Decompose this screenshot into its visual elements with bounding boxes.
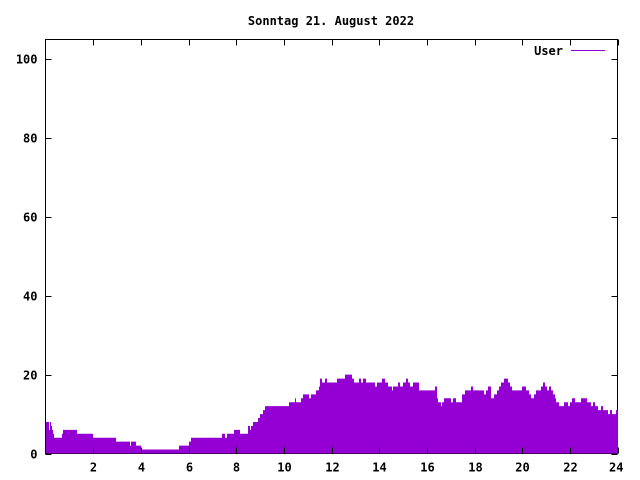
y-tick-label: 60	[23, 211, 37, 225]
x-tick-label: 22	[563, 461, 577, 475]
x-tick-label: 2	[90, 461, 97, 475]
x-tick-label: 14	[372, 461, 386, 475]
y-tick-label: 20	[23, 369, 37, 383]
x-tick-label: 8	[233, 461, 240, 475]
x-tick-label: 6	[186, 461, 193, 475]
y-tick-label: 40	[23, 290, 37, 304]
legend-label: User	[534, 44, 563, 58]
chart-title: Sonntag 21. August 2022	[248, 14, 414, 28]
y-axis: 0 20 40 60 80 100	[16, 53, 618, 462]
y-tick-label: 80	[23, 132, 37, 146]
x-axis: 2 4 6 8 10 12 14 16 18 20 22 24	[90, 39, 624, 475]
x-tick-label: 20	[515, 461, 529, 475]
y-tick-label: 100	[16, 53, 38, 67]
x-tick-label: 4	[138, 461, 145, 475]
legend: User	[534, 44, 605, 58]
x-tick-label: 10	[277, 461, 291, 475]
x-tick-label: 24	[609, 461, 623, 475]
x-tick-label: 18	[468, 461, 482, 475]
y-tick-label: 0	[30, 448, 37, 462]
bars-group	[46, 374, 618, 454]
x-tick-label: 16	[420, 461, 434, 475]
x-tick-label: 12	[325, 461, 339, 475]
